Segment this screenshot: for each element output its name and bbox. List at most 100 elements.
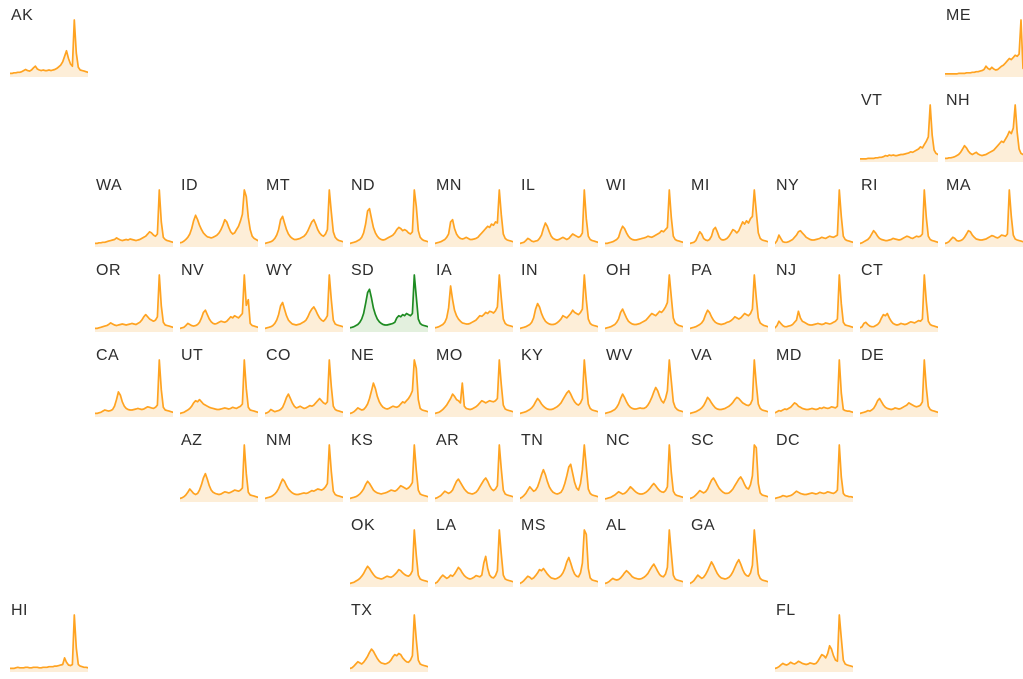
sparkline-area-fill [860, 275, 938, 332]
state-label: UT [181, 347, 204, 364]
state-label: OR [96, 262, 121, 279]
state-sparkline [605, 359, 683, 417]
state-sparkline [775, 359, 853, 417]
sparkline-line [180, 274, 258, 330]
state-label: AK [11, 7, 34, 24]
state-sparkline [690, 359, 768, 417]
state-sparkline [350, 189, 428, 247]
state-tile-ok: OK [350, 516, 428, 588]
sparkline-line [605, 444, 683, 500]
sparkline-line [10, 19, 88, 75]
sparkline-area-fill [435, 190, 513, 247]
sparkline-area-fill [690, 275, 768, 332]
sparkline-line [945, 104, 1023, 160]
sparkline-area-fill [350, 530, 428, 587]
sparkline-line [435, 359, 513, 415]
state-tile-wv: WV [605, 346, 683, 418]
state-label: TN [521, 432, 544, 449]
sparkline-line [95, 274, 173, 330]
state-label: CO [266, 347, 291, 364]
state-sparkline [265, 444, 343, 502]
state-sparkline [690, 274, 768, 332]
sparkline-line [690, 444, 768, 500]
state-label: GA [691, 517, 716, 534]
sparkline-line [690, 529, 768, 585]
state-label: NY [776, 177, 800, 194]
sparkline-area-fill [860, 360, 938, 417]
state-tile-va: VA [690, 346, 768, 418]
sparkline-line [775, 274, 853, 329]
sparkline-line [520, 359, 598, 415]
state-tile-ca: CA [95, 346, 173, 418]
state-label: WV [606, 347, 633, 364]
state-label: DE [861, 347, 885, 364]
state-sparkline [350, 274, 428, 332]
state-tile-wi: WI [605, 176, 683, 248]
state-tile-ms: MS [520, 516, 598, 588]
sparkline-line [435, 274, 513, 329]
state-sparkline [945, 104, 1023, 162]
sparkline-area-fill [350, 615, 428, 672]
sparkline-area-fill [860, 190, 938, 247]
sparkline-line [95, 359, 173, 415]
state-label: MN [436, 177, 462, 194]
state-tile-vt: VT [860, 91, 938, 163]
state-sparkline [350, 359, 428, 417]
state-sparkline [860, 189, 938, 247]
sparkline-area-fill [435, 275, 513, 332]
sparkline-area-fill [860, 105, 938, 162]
sparkline-line [605, 274, 683, 330]
state-sparkline [690, 529, 768, 587]
state-label: WA [96, 177, 123, 194]
state-label: MT [266, 177, 291, 194]
sparkline-area-fill [945, 20, 1023, 77]
state-sparkline [520, 359, 598, 417]
state-label: OK [351, 517, 376, 534]
sparkline-area-fill [10, 20, 88, 77]
sparkline-line [350, 189, 428, 245]
state-sparkline [10, 19, 88, 77]
sparkline-line [775, 444, 853, 500]
state-label: NM [266, 432, 292, 449]
sparkline-line [350, 444, 428, 500]
state-sparkline [435, 189, 513, 247]
state-label: HI [11, 602, 28, 619]
sparkline-area-fill [605, 275, 683, 332]
state-tile-ar: AR [435, 431, 513, 503]
sparkline-line [180, 444, 258, 500]
state-sparkline [435, 444, 513, 502]
state-sparkline [690, 189, 768, 247]
state-label: AL [606, 517, 627, 534]
state-tile-hi: HI [10, 601, 88, 673]
state-sparkline [180, 189, 258, 247]
state-tile-me: ME [945, 6, 1023, 78]
state-tile-tn: TN [520, 431, 598, 503]
sparkline-line [265, 189, 343, 245]
state-tile-or: OR [95, 261, 173, 333]
sparkline-area-fill [520, 275, 598, 332]
state-label: SD [351, 262, 375, 279]
state-sparkline [10, 614, 88, 672]
state-label: MS [521, 517, 546, 534]
sparkline-area-fill [435, 360, 513, 417]
sparkline-line [520, 444, 598, 500]
sparkline-line [350, 614, 428, 670]
state-label: ND [351, 177, 376, 194]
state-label: AZ [181, 432, 203, 449]
state-label: CT [861, 262, 884, 279]
state-sparkline [180, 274, 258, 332]
state-label: NE [351, 347, 375, 364]
state-sparkline [435, 529, 513, 587]
sparkline-area-fill [775, 190, 853, 247]
state-label: NV [181, 262, 205, 279]
sparkline-line [775, 189, 853, 245]
state-sparkline [95, 359, 173, 417]
state-tile-fl: FL [775, 601, 853, 673]
state-sparkline [945, 19, 1023, 77]
state-label: KS [351, 432, 374, 449]
sparkline-line [265, 444, 343, 500]
state-tile-ky: KY [520, 346, 598, 418]
state-sparkline [520, 529, 598, 587]
state-sparkline [350, 444, 428, 502]
state-label: ID [181, 177, 198, 194]
